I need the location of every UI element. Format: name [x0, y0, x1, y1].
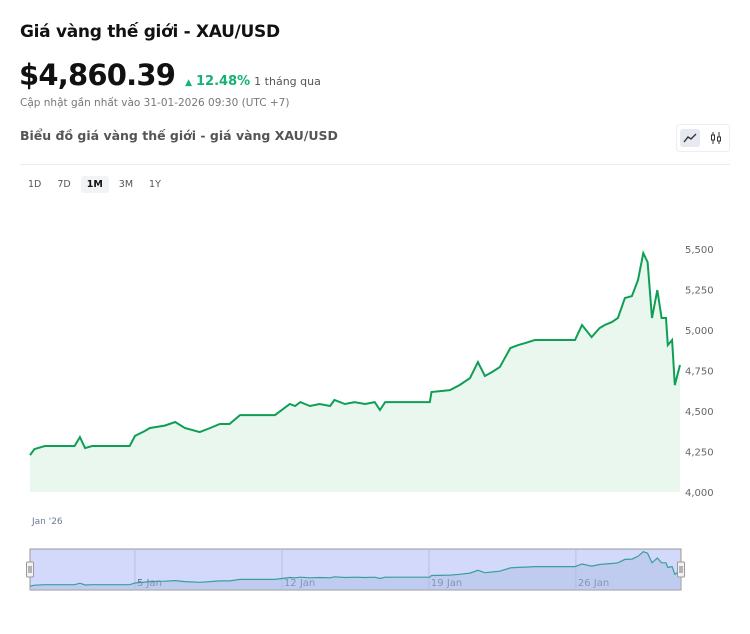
- navigator-tick-label: 26 Jan: [578, 578, 609, 589]
- range-selector: 1D 7D 1M 3M 1Y: [22, 176, 167, 193]
- price-area: [30, 253, 680, 492]
- price-change: ▲ 12.48% 1 tháng qua: [185, 74, 321, 89]
- range-1d[interactable]: 1D: [28, 179, 42, 190]
- price-row: $4,860.39 ▲ 12.48% 1 tháng qua: [19, 58, 321, 92]
- chart-type-toggle: [676, 124, 730, 152]
- line-chart-icon: [683, 133, 697, 143]
- divider: [20, 164, 730, 165]
- navigator-handle-left[interactable]: [26, 561, 34, 578]
- navigator-tick-label: 19 Jan: [431, 578, 462, 589]
- range-1m[interactable]: 1M: [80, 176, 109, 193]
- handle-grip-icon: [26, 561, 34, 578]
- y-tick-label: 5,000: [685, 326, 714, 337]
- range-3m[interactable]: 3M: [118, 179, 134, 190]
- candlestick-icon: [711, 132, 721, 144]
- last-updated: Cập nhật gần nhất vào 31-01-2026 09:30 (…: [20, 97, 290, 109]
- y-tick-label: 4,750: [685, 367, 714, 378]
- y-tick-label: 5,250: [685, 286, 714, 297]
- change-period: 1 tháng qua: [254, 75, 321, 88]
- y-tick-label: 4,000: [685, 488, 714, 499]
- handle-grip-icon: [677, 561, 685, 578]
- navigator-line: [29, 551, 681, 587]
- range-7d[interactable]: 7D: [57, 179, 71, 190]
- change-percent: 12.48%: [196, 74, 251, 89]
- current-price: $4,860.39: [19, 58, 176, 92]
- candlestick-button[interactable]: [706, 129, 726, 147]
- navigator-area: [30, 551, 680, 590]
- navigator-tick-label: 5 Jan: [137, 578, 162, 589]
- range-1y[interactable]: 1Y: [149, 179, 161, 190]
- chart-heading: Biểu đồ giá vàng thế giới - giá vàng XAU…: [20, 128, 338, 143]
- navigator-handle-right[interactable]: [677, 561, 685, 578]
- y-tick-label: 4,500: [685, 407, 714, 418]
- price-line: [29, 249, 681, 456]
- y-tick-label: 5,500: [685, 245, 714, 256]
- line-chart-button[interactable]: [680, 129, 700, 147]
- navigator[interactable]: 5 Jan 12 Jan 19 Jan 26 Jan: [26, 548, 685, 591]
- navigator-tick-label: 12 Jan: [284, 578, 315, 589]
- x-axis-label: Jan '26: [31, 517, 63, 527]
- page-title: Giá vàng thế giới - XAU/USD: [20, 22, 280, 42]
- up-arrow-icon: ▲: [185, 78, 193, 88]
- y-tick-label: 4,250: [685, 448, 714, 459]
